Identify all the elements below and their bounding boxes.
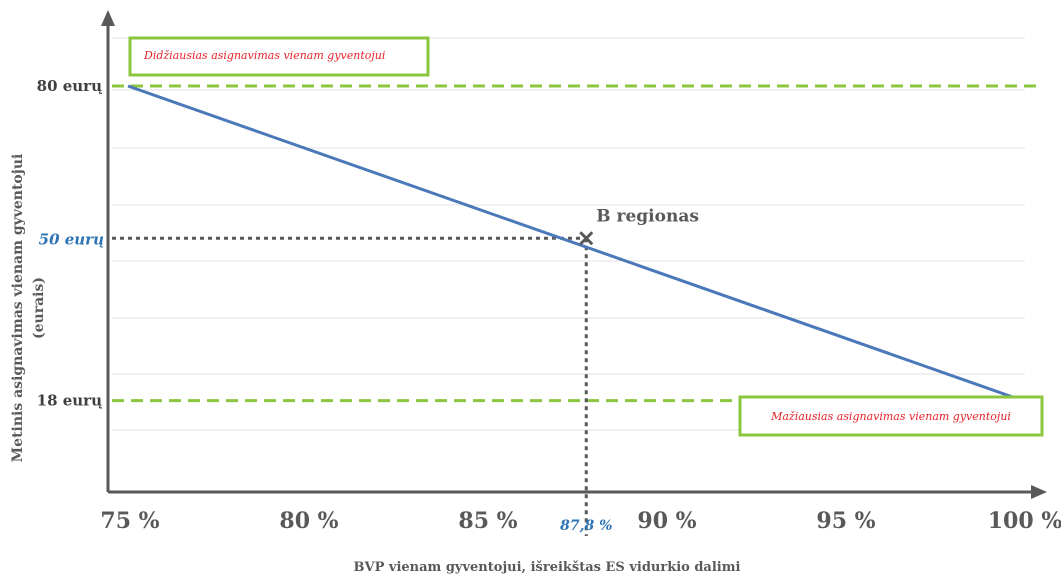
y-tick-label: 80 eurų bbox=[37, 77, 102, 95]
grid bbox=[112, 37, 1025, 431]
series bbox=[127, 84, 1024, 403]
x-tick-label: 100 % bbox=[988, 508, 1061, 534]
x-tick-label: 75 % bbox=[100, 508, 159, 534]
x-axis-title: BVP vienam gyventojui, išreikštas ES vid… bbox=[354, 560, 741, 575]
y-axis-arrow bbox=[101, 10, 115, 26]
reference-lines bbox=[112, 84, 1043, 403]
annotation-boxes: Didžiausias asignavimas vienam gyventoju… bbox=[128, 36, 1044, 437]
x-tick-label: 95 % bbox=[816, 508, 875, 534]
max-box-text: Didžiausias asignavimas vienam gyventoju… bbox=[143, 49, 385, 62]
min-box-text: Mažiausias asignavimas vienam gyventojui bbox=[770, 410, 1011, 423]
x-axis-arrow bbox=[1031, 485, 1047, 499]
point-marker bbox=[579, 231, 594, 246]
guide-lines bbox=[112, 236, 588, 536]
highlight-x-label: 87,8 % bbox=[560, 518, 612, 534]
x-tick-label: 80 % bbox=[279, 508, 338, 534]
max-box bbox=[128, 36, 430, 77]
x-tick-label: 85 % bbox=[458, 508, 517, 534]
y-axis-title-line2: (eurais) bbox=[31, 277, 47, 339]
labels: B regionas 50 eurų 87,8 % BVP vienam gyvent… bbox=[10, 154, 740, 575]
axes bbox=[101, 10, 1047, 499]
min-box bbox=[738, 395, 1044, 437]
ticks: 75 % 80 % 85 % 90 % 95 % 100 % 80 eurų 18 eurų bbox=[37, 77, 1061, 534]
point-label: B regionas bbox=[596, 206, 699, 226]
series-line bbox=[127, 84, 1024, 403]
y-tick-label: 18 eurų bbox=[37, 392, 102, 410]
y-axis-title-line1: Metinis asignavimas vienam gyventojui bbox=[10, 154, 26, 463]
highlight-y-label: 50 eurų bbox=[39, 230, 104, 248]
x-tick-label: 90 % bbox=[637, 508, 696, 534]
